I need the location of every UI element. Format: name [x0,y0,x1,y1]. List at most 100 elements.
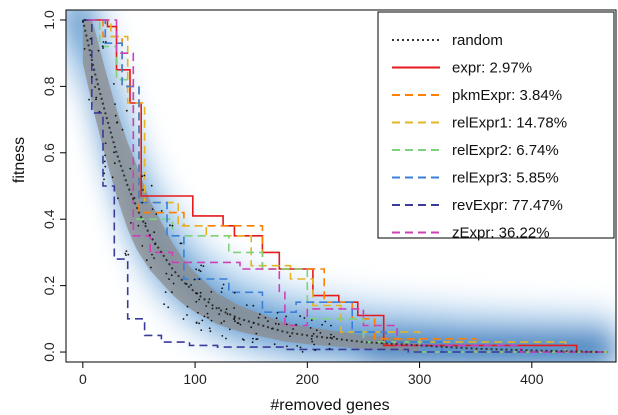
random-point [311,340,314,343]
random-point [257,316,260,319]
random-point [256,338,259,340]
random-point [104,154,106,157]
random-point [276,311,279,314]
random-point [84,19,86,21]
legend-label: relExpr2: 6.74% [452,142,559,159]
random-point [236,322,239,324]
series-layer [81,19,609,353]
random-point [205,305,208,307]
legend-label: relExpr1: 14.78% [452,115,567,132]
random-point [197,311,199,314]
random-point [186,314,188,316]
x-tick-label: 300 [408,371,432,387]
random-point [210,319,213,322]
random-point [274,322,277,325]
random-point [252,337,254,340]
random-point [129,167,132,170]
random-point [101,45,104,48]
random-point [296,345,299,347]
y-tick-label: 0.0 [41,342,57,362]
legend-box [377,11,615,239]
random-point [88,98,90,101]
y-tick-label: 1.0 [41,10,57,30]
random-point [114,103,116,105]
random-point [121,128,124,131]
random-point [113,151,115,154]
random-point [141,245,144,247]
random-point [150,184,153,187]
random-point [95,96,98,99]
random-band-shape [82,19,420,352]
random-point [199,270,202,273]
random-point [226,313,229,315]
random-point [179,242,182,245]
random-point [315,329,318,332]
random-point [286,345,288,348]
random-point [155,213,158,216]
random-point [241,338,244,340]
series-zexpr-line [88,19,609,353]
legend-label: revExpr: 77.47% [452,197,563,214]
random-point [125,250,128,253]
random-point [142,189,144,191]
random-point [151,208,154,211]
random-point [104,142,107,145]
random-point [267,320,269,323]
random-point [195,292,197,295]
random-point [171,291,173,294]
random-point [303,317,306,319]
random-point [221,335,224,337]
random-point [105,41,107,43]
random-point [104,165,107,168]
y-tick-label: 0.2 [41,276,57,296]
random-point [271,327,273,330]
random-point [209,330,212,333]
random-point [314,349,317,352]
random-point [221,287,224,290]
random-point [228,328,231,331]
random-point [94,86,96,88]
random-point [252,322,255,324]
random-point [208,298,211,300]
random-point [169,224,171,227]
x-axis: 0 100 200 300 400 [79,362,544,387]
random-point [330,324,332,327]
random-point [329,336,332,339]
random-point [195,300,198,303]
legend-label: random [452,32,503,49]
random-point [91,76,93,78]
random-point [312,332,315,335]
random-point [264,316,267,319]
random-point [200,264,203,267]
random-point [133,197,136,199]
random-point [330,333,332,336]
random-spread-band [82,19,420,352]
random-point [255,332,258,335]
random-point [223,320,226,322]
random-point [211,307,214,310]
random-point [299,346,302,349]
random-point [185,283,188,285]
legend-label: expr: 2.97% [452,60,532,77]
random-point [319,332,322,334]
random-point [98,110,101,113]
random-point [167,306,170,309]
x-tick-label: 200 [296,371,320,387]
random-point [233,307,236,309]
random-point [153,257,156,259]
random-point [245,304,248,306]
random-point [333,335,335,338]
random-point [170,274,173,277]
random-point [220,322,223,324]
x-tick-label: 400 [520,371,544,387]
random-point [144,222,147,225]
random-point [239,323,242,326]
random-point [251,341,254,344]
random-point [309,327,312,329]
random-point [275,317,278,320]
random-point [172,282,175,285]
series-random-line [81,19,600,353]
random-point [202,265,205,267]
random-point [210,291,213,293]
